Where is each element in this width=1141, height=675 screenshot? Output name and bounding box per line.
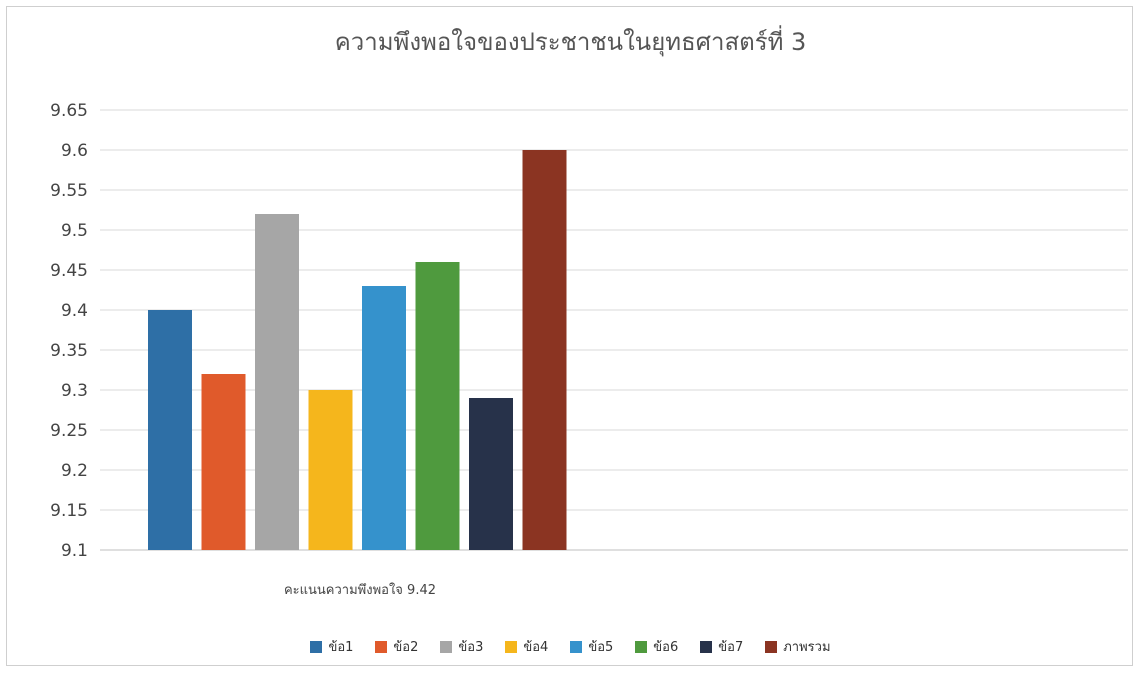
y-tick-label: 9.2 [61,461,88,481]
y-tick-label: 9.65 [50,101,88,121]
legend-label: ข้อ7 [718,640,744,655]
y-tick-label: 9.45 [50,261,88,281]
bar-8 [522,150,567,550]
legend-label: ข้อ4 [523,640,549,655]
legend-item-8: ภาพรวม [765,636,831,657]
legend-label: ข้อ6 [653,640,679,655]
legend-swatch [440,640,453,653]
x-category-label: คะแนนความพึงพอใจ 9.42 [284,582,436,598]
legend-swatch [570,640,583,653]
bar-2 [201,374,246,550]
legend-item-6: ข้อ6 [635,636,678,657]
y-tick-label: 9.15 [50,501,88,521]
chart-legend: ข้อ1 ข้อ2 ข้อ3 ข้อ4 ข้อ5 ข้อ6 ข้อ7 ภาพรวม [0,636,1141,657]
legend-swatch [700,640,713,653]
bar-6 [415,262,460,550]
legend-swatch [505,640,518,653]
y-tick-label: 9.35 [50,341,88,361]
y-tick-label: 9.5 [61,221,88,241]
y-tick-label: 9.55 [50,181,88,201]
legend-swatch [635,640,648,653]
y-tick-label: 9.4 [61,301,88,321]
legend-swatch [765,640,778,653]
bar-4 [308,390,353,550]
legend-label: ข้อ3 [458,640,484,655]
legend-item-7: ข้อ7 [700,636,743,657]
bar-3 [255,214,299,550]
legend-label: ข้อ1 [328,640,354,655]
legend-item-1: ข้อ1 [310,636,353,657]
y-tick-label: 9.3 [61,381,88,401]
legend-item-4: ข้อ4 [505,636,548,657]
bar-5 [362,286,406,550]
legend-label: ข้อ5 [588,640,614,655]
y-tick-label: 9.25 [50,421,88,441]
legend-label: ข้อ2 [393,640,419,655]
y-tick-label: 9.1 [61,541,88,561]
legend-label: ภาพรวม [783,640,831,655]
y-tick-label: 9.6 [61,141,88,161]
legend-item-5: ข้อ5 [570,636,613,657]
chart-frame [6,6,1133,666]
legend-swatch [375,640,388,653]
legend-item-2: ข้อ2 [375,636,418,657]
legend-item-3: ข้อ3 [440,636,483,657]
bar-1 [148,310,192,550]
chart-title: ความพึงพอใจของประชาชนในยุทธศาสตร์ที่ 3 [334,28,807,56]
bar-7 [469,398,513,550]
legend-swatch [310,640,323,653]
